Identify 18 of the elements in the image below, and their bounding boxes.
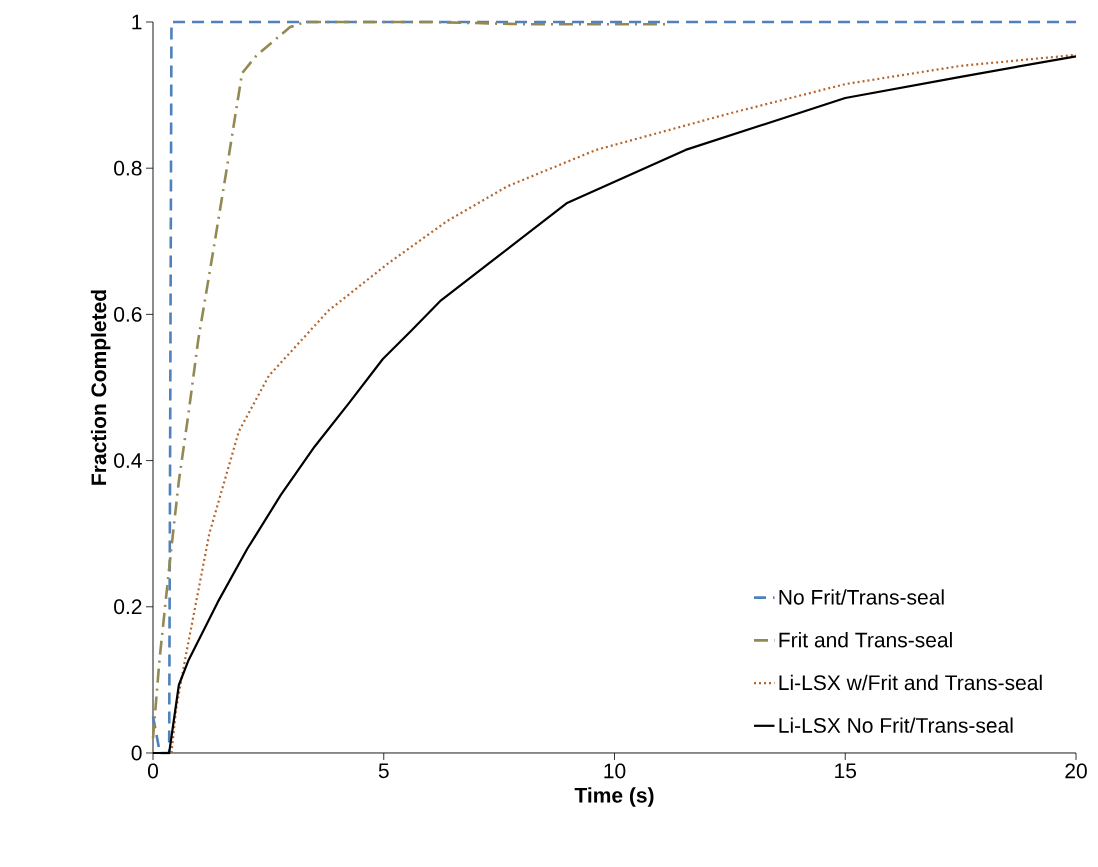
legend-label: No Frit/Trans-seal bbox=[779, 589, 944, 605]
x-tick-label: 15 bbox=[835, 763, 857, 779]
legend-label: Frit and Trans-seal bbox=[779, 632, 952, 648]
y-tick-label: 0.6 bbox=[114, 306, 142, 322]
legend-label: Li-LSX w/Frit and Trans-seal bbox=[779, 674, 1042, 691]
x-tick-label: 20 bbox=[1065, 763, 1087, 779]
x-tick-label: 5 bbox=[378, 763, 389, 779]
legend-label: Li-LSX No Frit/Trans-seal bbox=[779, 717, 1013, 733]
y-tick-label: 0.2 bbox=[114, 599, 142, 615]
y-axis-title: Fraction Completed bbox=[90, 290, 111, 485]
y-tick-label: 0 bbox=[131, 745, 142, 761]
y-tick-label: 0.8 bbox=[114, 160, 142, 176]
x-tick-label: 0 bbox=[147, 763, 159, 779]
x-tick-label: 10 bbox=[604, 763, 626, 779]
line-series bbox=[151, 20, 667, 740]
x-axis-title: Time (s) bbox=[574, 787, 654, 807]
y-tick-label: 1 bbox=[132, 14, 142, 30]
y-tick-label: 0.4 bbox=[114, 453, 142, 469]
